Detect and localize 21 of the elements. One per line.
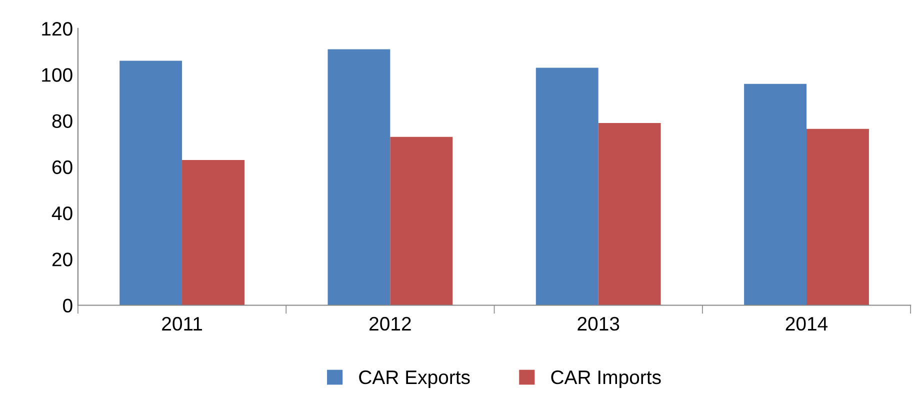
y-tick-label: 120 — [42, 22, 72, 36]
x-tick-label: 2011 — [162, 316, 202, 331]
bar — [536, 68, 598, 306]
bar — [120, 60, 182, 306]
bar — [182, 160, 244, 306]
y-tick-label: 20 — [52, 252, 72, 266]
y-tick-label: 100 — [42, 68, 72, 82]
bar — [390, 136, 453, 306]
bar — [806, 128, 869, 306]
y-tick-label: 60 — [52, 160, 72, 174]
x-tick-label: 2012 — [370, 316, 411, 331]
bar — [744, 84, 806, 306]
bar — [328, 49, 390, 306]
y-tick-label: 40 — [52, 206, 72, 220]
x-tick-label: 2014 — [786, 316, 828, 331]
bar — [598, 123, 661, 306]
y-tick-label: 0 — [63, 298, 72, 312]
legend-label: CAR Exports — [359, 370, 470, 388]
legend-label: CAR Imports — [551, 370, 661, 388]
y-tick-label: 80 — [52, 114, 72, 128]
x-tick-label: 2013 — [578, 316, 620, 331]
